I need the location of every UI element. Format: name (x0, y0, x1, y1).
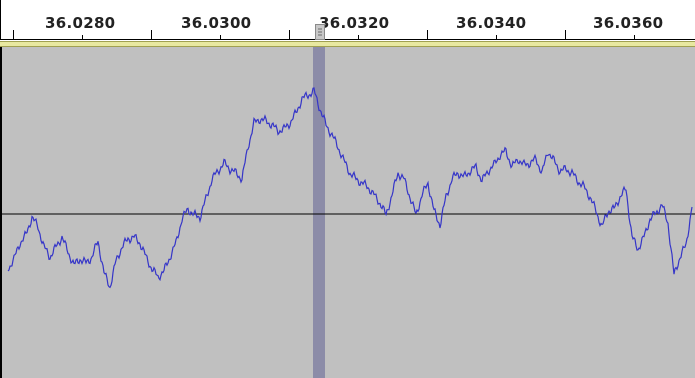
ruler-baseline (1, 39, 695, 40)
playhead-grip-icon[interactable] (315, 24, 325, 40)
ruler-major-tick (565, 30, 566, 40)
ruler-major-tick (151, 30, 152, 40)
ruler-minor-tick (634, 35, 635, 40)
ruler-major-tick (289, 30, 290, 40)
ruler-minor-tick (220, 35, 221, 40)
waveform (7, 87, 693, 289)
ruler-tick-label: 36.0300 (181, 14, 252, 32)
ruler-major-tick (13, 30, 14, 40)
ruler-tick-label: 36.0320 (319, 14, 390, 32)
ruler-minor-tick (358, 35, 359, 40)
ruler-major-tick (427, 30, 428, 40)
ruler-minor-tick (82, 35, 83, 40)
ruler-minor-tick (496, 35, 497, 40)
edit-cursor[interactable] (313, 47, 325, 378)
selection-bar[interactable] (0, 41, 695, 47)
timeline-ruler[interactable]: 36.0280 36.0300 36.0320 36.0340 36.0360 (0, 0, 695, 40)
waveform-view[interactable] (0, 47, 695, 378)
audio-track[interactable] (0, 47, 695, 378)
grip-lines-icon (318, 28, 322, 36)
ruler-tick-label: 36.0340 (456, 14, 527, 32)
ruler-tick-label: 36.0360 (593, 14, 664, 32)
ruler-tick-label: 36.0280 (45, 14, 116, 32)
